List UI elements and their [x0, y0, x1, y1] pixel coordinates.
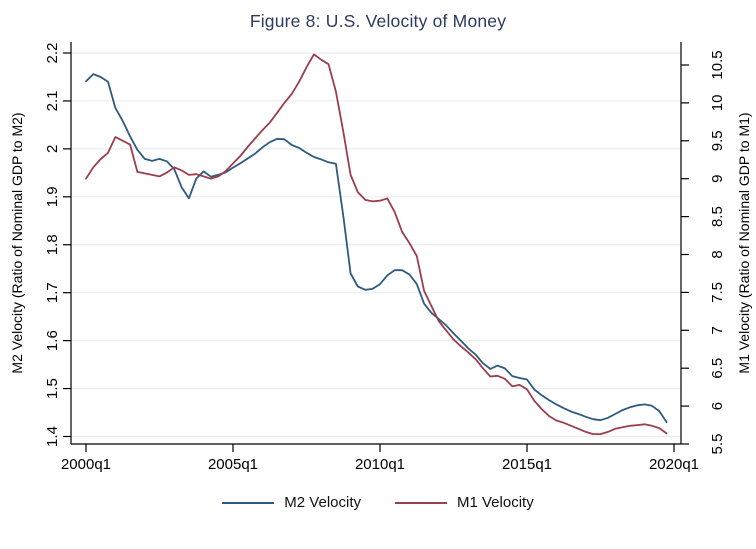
right-tick-label: 8	[709, 250, 726, 258]
right-tick-label: 10.5	[709, 50, 726, 79]
right-axis-title: M1 Velocity (Ratio of Nominal GDP to M1)	[736, 112, 752, 373]
legend-label-m1: M1 Velocity	[457, 494, 534, 511]
legend-label-m2: M2 Velocity	[284, 494, 361, 511]
right-tick-label: 8.5	[709, 206, 726, 227]
m2-velocity-line	[85, 73, 668, 424]
left-axis-title: M2 Velocity (Ratio of Nominal GDP to M2)	[9, 112, 25, 373]
x-tick-label: 2020q1	[649, 456, 699, 473]
x-tick-label: 2005q1	[208, 456, 258, 473]
left-tick-label: 1.7	[44, 282, 61, 303]
m1-line-swatch	[395, 501, 447, 504]
left-tick-label: 1.8	[44, 234, 61, 255]
legend: M2 Velocity M1 Velocity	[0, 494, 756, 511]
right-tick-label: 6	[709, 402, 726, 410]
m1-velocity-line	[85, 53, 668, 436]
m2-line-swatch	[222, 501, 275, 504]
left-tick-label: 1.4	[44, 426, 61, 447]
left-tick-label: 1.6	[44, 330, 61, 351]
left-tick-label: 1.9	[44, 186, 61, 207]
left-tick-label: 2	[44, 145, 61, 153]
left-tick-label: 2.2	[44, 43, 61, 64]
chart-title: Figure 8: U.S. Velocity of Money	[249, 11, 507, 31]
right-tick-label: 5.5	[709, 434, 726, 455]
left-tick-label: 1.5	[44, 378, 61, 399]
x-tick-label: 2000q1	[61, 456, 111, 473]
x-tick-label: 2010q1	[355, 456, 405, 473]
x-tick-label: 2015q1	[502, 456, 552, 473]
right-tick-label: 7	[709, 326, 726, 334]
left-tick-label: 2.1	[44, 91, 61, 112]
right-tick-label: 7.5	[709, 282, 726, 303]
right-tick-label: 9	[709, 175, 726, 183]
legend-item-m2: M2 Velocity	[222, 494, 361, 511]
right-tick-label: 10	[709, 95, 726, 112]
legend-item-m1: M1 Velocity	[395, 494, 534, 511]
right-tick-label: 9.5	[709, 130, 726, 151]
right-tick-label: 6.5	[709, 358, 726, 379]
